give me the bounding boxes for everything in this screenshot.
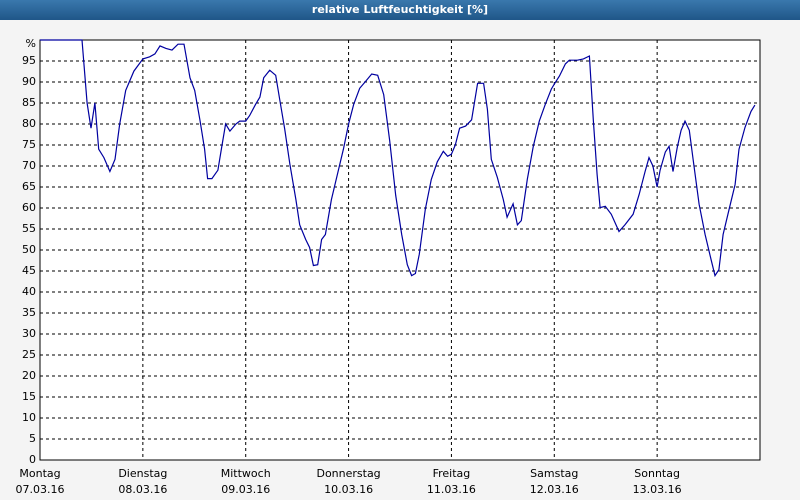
data-line [40,39,756,278]
x-tick-date: 09.03.16 [221,483,270,496]
x-tick-label: Sonntag [634,467,680,480]
x-tick-label: Donnerstag [316,467,380,480]
y-tick-label: 90 [22,75,36,88]
y-tick-label: 65 [22,180,36,193]
chart-title: relative Luftfeuchtigkeit [%] [312,3,488,16]
y-tick-label: 70 [22,159,36,172]
y-tick-label: 75 [22,138,36,151]
y-tick-label: 45 [22,264,36,277]
y-tick-label: 40 [22,285,36,298]
title-bar [0,0,800,20]
x-tick-label: Freitag [433,467,471,480]
x-tick-date: 08.03.16 [118,483,167,496]
x-tick-date: 07.03.16 [16,483,65,496]
y-tick-label: 5 [29,432,36,445]
y-tick-label: 60 [22,201,36,214]
y-tick-label: 15 [22,390,36,403]
y-tick-label: 85 [22,96,36,109]
y-tick-label: 30 [22,327,36,340]
marks [40,39,756,278]
x-tick-label: Dienstag [118,467,167,480]
y-tick-label: 35 [22,306,36,319]
y-tick-label: 80 [22,117,36,130]
x-tick-label: Samstag [530,467,578,480]
y-tick-label: 25 [22,348,36,361]
y-tick-label: 95 [22,54,36,67]
y-tick-label: 0 [29,453,36,466]
y-tick-label: % [26,37,36,50]
x-tick-date: 12.03.16 [530,483,579,496]
x-tick-label: Montag [19,467,60,480]
x-tick-label: Mittwoch [221,467,271,480]
y-tick-label: 10 [22,411,36,424]
x-tick-date: 10.03.16 [324,483,373,496]
y-tick-label: 50 [22,243,36,256]
x-tick-date: 11.03.16 [427,483,476,496]
y-tick-label: 20 [22,369,36,382]
y-tick-label: 55 [22,222,36,235]
grid [40,40,760,460]
x-tick-date: 13.03.16 [633,483,682,496]
